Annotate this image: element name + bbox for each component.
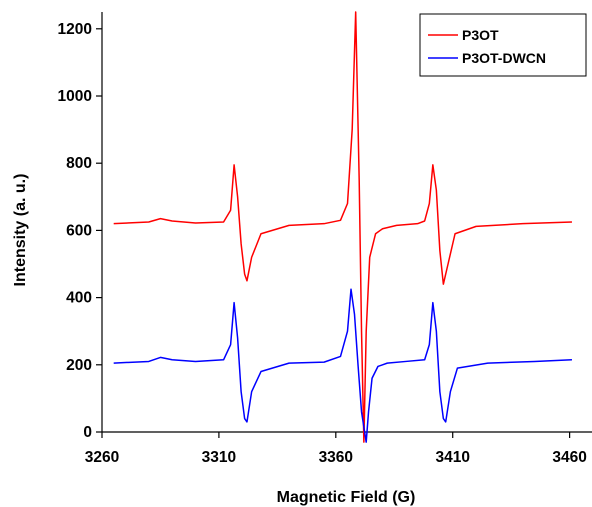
y-axis-title: Intensity (a. u.): [12, 174, 29, 287]
y-tick-label: 400: [66, 290, 92, 307]
x-tick-label: 3310: [202, 449, 236, 466]
y-tick-label: 0: [83, 424, 92, 441]
legend: P3OT P3OT-DWCN: [419, 13, 587, 77]
legend-label-p3ot-dwcn: P3OT-DWCN: [462, 50, 546, 66]
x-tick-label: 3260: [85, 449, 119, 466]
y-tick-label: 1000: [58, 88, 92, 105]
x-tick-label: 3460: [552, 449, 586, 466]
y-tick-label: 200: [66, 357, 92, 374]
legend-box: [419, 13, 587, 77]
y-tick-label: 800: [66, 155, 92, 172]
series-group: [113, 11, 572, 443]
axes: 0 200 400 600 800 1000 1200 3260 3310 3360 3410 346…: [58, 12, 592, 466]
series-line-p3ot: [113, 11, 572, 443]
y-tick-label: 600: [66, 222, 92, 239]
x-tick-label: 3410: [435, 449, 469, 466]
series-line-p3ot-dwcn: [113, 288, 572, 443]
y-tick-label: 1200: [58, 21, 92, 38]
x-tick-label: 3360: [319, 449, 353, 466]
x-axis-title: Magnetic Field (G): [277, 489, 416, 506]
legend-label-p3ot: P3OT: [462, 27, 499, 43]
